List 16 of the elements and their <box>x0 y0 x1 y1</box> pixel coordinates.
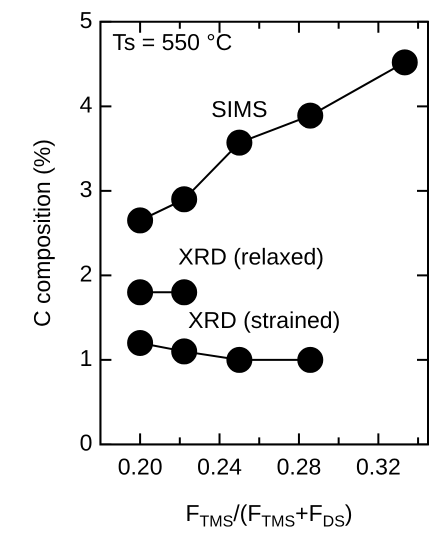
x-tick-label: 0.32 <box>356 454 401 480</box>
y-tick-label: 0 <box>80 430 92 456</box>
y-tick-label: 4 <box>80 92 93 118</box>
x-axis-title: F$_{TMS}$/(F$_{TMS}$+F$_{DS}$) <box>184 500 354 532</box>
y-tick-label: 2 <box>80 260 92 287</box>
y-tick-label: 1 <box>80 345 92 372</box>
x-tick-label: 0.24 <box>197 454 242 480</box>
y-tick-label: 5 <box>80 7 92 34</box>
x-tick-label: 0.28 <box>276 454 322 480</box>
y-tick-label: 3 <box>80 176 92 202</box>
series-label: XRD (strained) <box>188 306 340 333</box>
series-label: SIMS <box>211 96 268 122</box>
x-tick-label: 0.20 <box>118 454 162 480</box>
series-label: XRD (relaxed) <box>178 244 324 270</box>
y-axis-title: C composition (%) <box>29 139 56 328</box>
annotation: Ts = 550 °C <box>112 29 232 56</box>
